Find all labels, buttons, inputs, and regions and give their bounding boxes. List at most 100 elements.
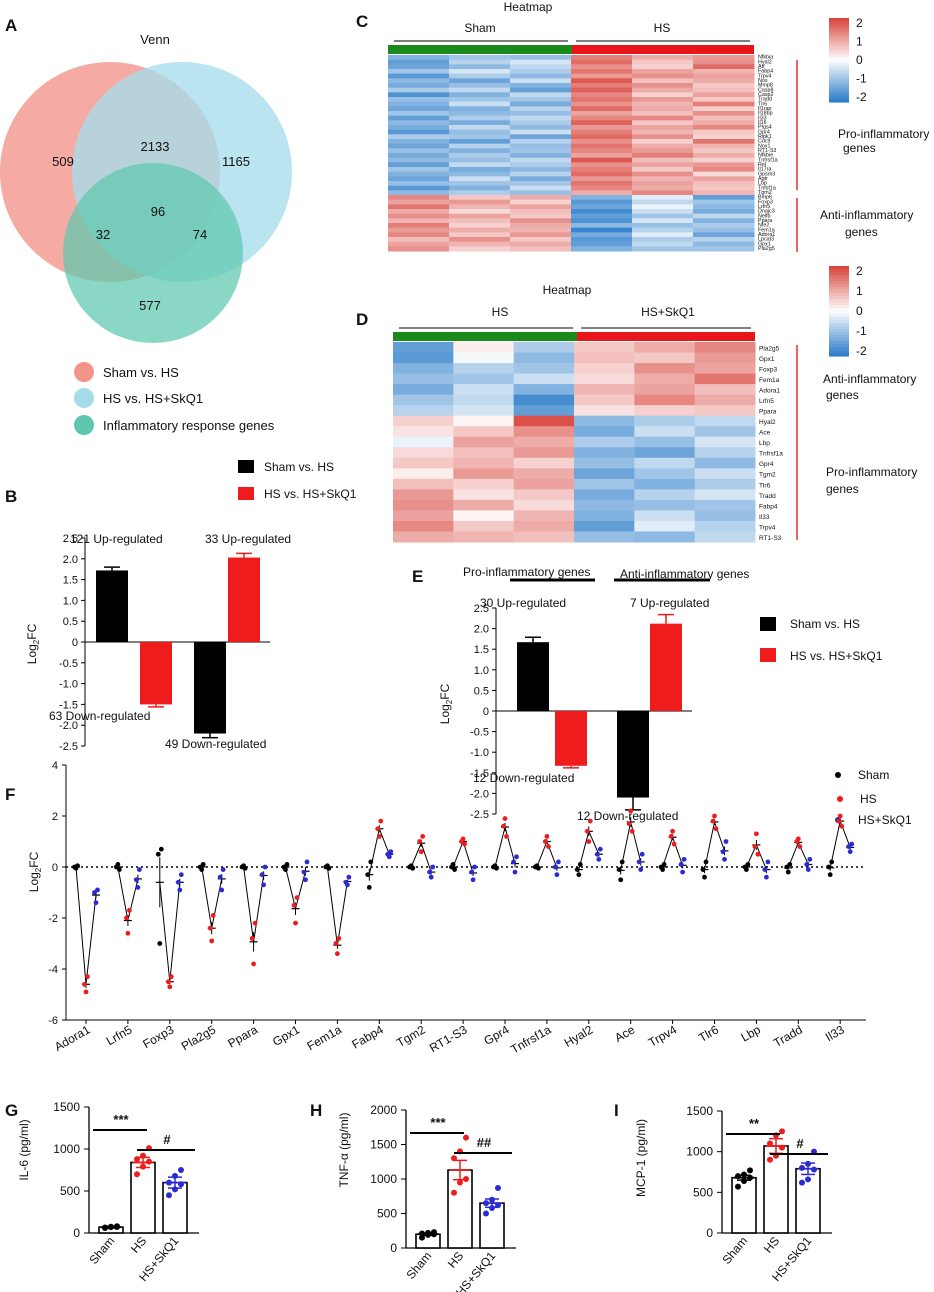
heatmap-cell bbox=[388, 199, 450, 205]
color-scale-step bbox=[829, 332, 849, 336]
heatmap-cell bbox=[693, 120, 755, 126]
color-scale-step bbox=[829, 71, 849, 75]
heatmap-row-label: Tnfrsf1a bbox=[759, 451, 783, 458]
heatmap-cell bbox=[453, 405, 515, 417]
color-scale-step bbox=[829, 43, 849, 47]
heatmap-cell bbox=[449, 129, 511, 135]
heatmap-cell bbox=[513, 457, 575, 469]
venn-count-hs-inf: 74 bbox=[193, 227, 207, 242]
heatmap-cell bbox=[571, 92, 633, 98]
color-scale-step bbox=[829, 344, 849, 348]
color-scale-label: 1 bbox=[856, 284, 863, 298]
data-point bbox=[242, 865, 248, 871]
group-label: Anti-inflammatory genes bbox=[620, 567, 749, 581]
panel-letter-c: C bbox=[356, 12, 368, 31]
heatmap-cell bbox=[510, 190, 572, 196]
x-tick-label: Gpx1 bbox=[270, 1022, 302, 1049]
heatmap-cell bbox=[574, 373, 635, 385]
data-point bbox=[291, 902, 297, 908]
heatmap-cell bbox=[449, 64, 511, 70]
x-tick-label: Tradd bbox=[771, 1022, 805, 1050]
y-tick-label: 1.5 bbox=[474, 644, 489, 656]
heatmap-row-label: Trpv4 bbox=[759, 524, 776, 531]
y-tick-label: -2.0 bbox=[59, 720, 78, 732]
data-point bbox=[787, 862, 793, 867]
data-point bbox=[75, 863, 80, 869]
heatmap-cell bbox=[449, 153, 511, 159]
heatmap-cell bbox=[510, 237, 572, 243]
color-scale-step bbox=[829, 323, 849, 327]
color-scale-step bbox=[829, 353, 849, 357]
y-tick-label: 2.0 bbox=[474, 624, 489, 636]
data-point bbox=[366, 885, 372, 890]
legend-label: HS vs. HS+SkQ1 bbox=[790, 649, 883, 663]
data-point bbox=[140, 1163, 146, 1170]
heatmap-cell bbox=[632, 195, 694, 201]
data-point bbox=[678, 862, 684, 867]
data-point bbox=[805, 1160, 811, 1167]
color-scale-step bbox=[829, 40, 849, 44]
data-point bbox=[826, 864, 832, 870]
heatmap-cell bbox=[632, 111, 694, 117]
heatmap-cell bbox=[693, 73, 755, 79]
y-tick-label: -1.0 bbox=[470, 747, 489, 759]
heatmap-row-label: Dnajc3 bbox=[758, 209, 775, 215]
y-tick-label: 4 bbox=[52, 760, 58, 772]
color-scale-label: 2 bbox=[856, 16, 863, 30]
data-point bbox=[85, 974, 90, 980]
heatmap-cell bbox=[571, 185, 633, 191]
data-point bbox=[543, 839, 548, 844]
y-tick-label: 2.0 bbox=[63, 554, 78, 566]
y-tick-label: 1500 bbox=[686, 1104, 713, 1118]
legend-label: Sham vs. HS bbox=[264, 460, 334, 474]
heatmap-cell bbox=[632, 171, 694, 177]
y-tick-label: 0 bbox=[390, 1241, 397, 1255]
data-point bbox=[450, 862, 456, 867]
heatmap-cell bbox=[453, 457, 515, 469]
y-axis-label: IL-6 (pg/ml) bbox=[17, 1119, 31, 1180]
heatmap-cell bbox=[449, 162, 511, 168]
heatmap-title: Heatmap bbox=[504, 0, 553, 14]
data-point bbox=[451, 1189, 457, 1196]
data-point bbox=[368, 859, 374, 865]
heatmap-side-label: genes bbox=[843, 141, 876, 155]
heatmap-cell bbox=[694, 436, 756, 448]
heatmap-row-label: Mmp8 bbox=[758, 83, 773, 89]
data-point bbox=[584, 828, 590, 834]
heatmap-row-label: Lpcat3 bbox=[758, 237, 774, 243]
heatmap-cell bbox=[449, 83, 511, 89]
color-scale-step bbox=[829, 278, 849, 282]
heatmap-row-label: Nos bbox=[758, 78, 768, 84]
significance-label: # bbox=[163, 1132, 171, 1147]
data-point bbox=[168, 974, 174, 980]
heatmap-cell bbox=[694, 489, 756, 501]
legend-marker bbox=[835, 772, 841, 778]
panel-letter-e: E bbox=[412, 567, 423, 586]
data-point bbox=[574, 867, 580, 872]
data-point bbox=[418, 849, 424, 855]
data-point bbox=[703, 859, 709, 865]
heatmap-cell bbox=[510, 92, 572, 98]
data-point bbox=[767, 1156, 773, 1163]
data-point bbox=[375, 826, 381, 832]
data-point bbox=[785, 869, 791, 875]
heatmap-cell bbox=[571, 246, 633, 252]
venn-circle-inflammatory bbox=[63, 163, 243, 343]
heatmap-row-label: Foxp3 bbox=[759, 366, 777, 373]
data-point bbox=[301, 869, 307, 875]
data-point bbox=[419, 1234, 425, 1241]
heatmap-cell bbox=[634, 531, 696, 543]
heatmap-cell bbox=[574, 489, 635, 501]
bar-annotation: 30 Up-regulated bbox=[480, 596, 566, 610]
data-point bbox=[207, 925, 213, 931]
heatmap-cell bbox=[510, 148, 572, 154]
data-point bbox=[420, 834, 426, 839]
color-scale-step bbox=[829, 88, 849, 92]
heatmap-cell bbox=[510, 223, 572, 229]
data-point bbox=[166, 1192, 172, 1199]
heatmap-cell bbox=[453, 447, 515, 459]
y-tick-label: -2 bbox=[48, 913, 58, 925]
data-point bbox=[576, 872, 582, 878]
heatmap-cell bbox=[632, 55, 694, 61]
heatmap-cell bbox=[632, 241, 694, 247]
